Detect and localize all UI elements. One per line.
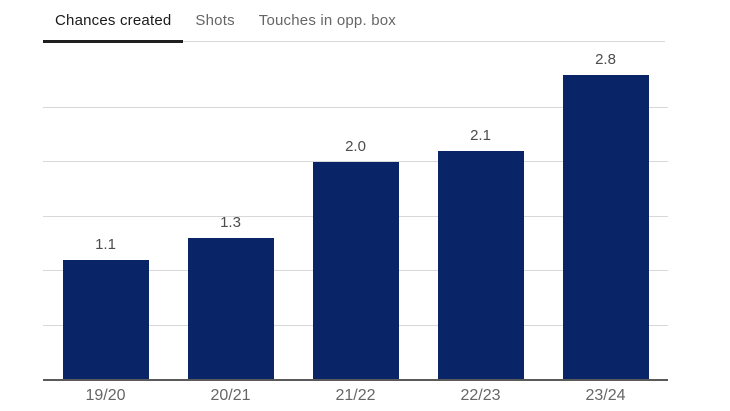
bar-value-label: 2.0	[345, 138, 366, 155]
bar-value-label: 2.1	[470, 127, 491, 145]
bar-value-label: 2.8	[595, 50, 616, 68]
bar-20-21	[187, 238, 274, 380]
plot-area: 1.1 1.3 2.0 2.1 2.8	[43, 0, 668, 380]
x-axis-tick-label: 22/23	[460, 387, 501, 404]
x-axis-labels: 19/20 20/21 21/22 22/23 23/24	[43, 386, 668, 406]
bar-21-22	[312, 162, 399, 380]
bar-value-label: 1.1	[95, 236, 116, 254]
gridline	[43, 161, 668, 162]
gridline	[43, 106, 668, 108]
chart-tabbar: Chances created Shots Touches in opp. bo…	[43, 0, 665, 43]
bar-19-20	[62, 260, 149, 380]
x-axis-tick-label: 20/21	[210, 387, 251, 404]
x-axis-tick-label: 23/24	[585, 387, 626, 404]
tab-chances-created[interactable]: Chances created	[43, 12, 184, 43]
bar-23-24	[562, 75, 649, 380]
x-axis-line	[43, 379, 668, 381]
bar-22-23	[437, 151, 524, 380]
bar-value-label: 1.3	[220, 214, 241, 232]
x-axis-tick-label: 19/20	[85, 387, 126, 404]
tab-touches-in-opp-box[interactable]: Touches in opp. box	[258, 12, 396, 29]
x-axis-tick-label: 21/22	[335, 387, 376, 404]
tab-shots[interactable]: Shots	[195, 12, 235, 29]
